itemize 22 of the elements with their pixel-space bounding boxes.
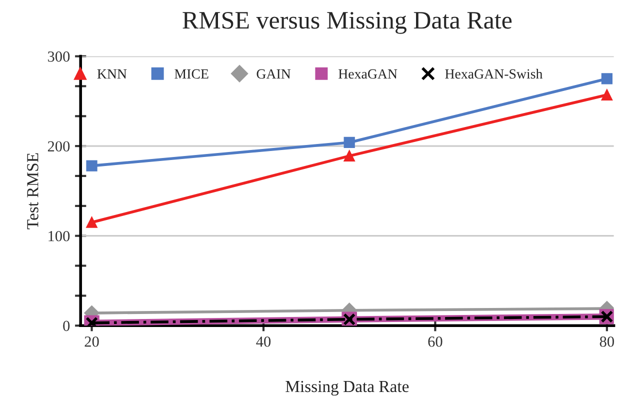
legend-label: HexaGAN xyxy=(338,69,398,79)
y-tick-label: 300 xyxy=(48,51,70,62)
legend-label: KNN xyxy=(97,69,127,78)
x-tick-label: 20 xyxy=(84,336,99,347)
point xyxy=(601,89,612,100)
x-axis-title: Missing Data Rate xyxy=(286,380,409,396)
chart-title: RMSE versus Missing Data Rate xyxy=(182,12,512,34)
y-axis-title: Test RMSE xyxy=(27,153,38,230)
x-tick-label: 40 xyxy=(256,336,271,347)
point xyxy=(86,160,98,172)
legend-label: MICE xyxy=(174,69,208,79)
y-tick-label: 0 xyxy=(63,320,70,332)
x-tick-label: 80 xyxy=(600,336,614,347)
point xyxy=(601,73,612,84)
point xyxy=(344,150,355,162)
legend-label: HexaGAN-Swish xyxy=(445,68,543,79)
x-tick-label: 60 xyxy=(428,336,442,347)
legend-label: GAIN xyxy=(256,69,291,79)
point xyxy=(86,216,98,228)
y-tick-label: 200 xyxy=(48,141,70,152)
point xyxy=(344,136,355,148)
y-tick-label: 100 xyxy=(48,230,70,242)
